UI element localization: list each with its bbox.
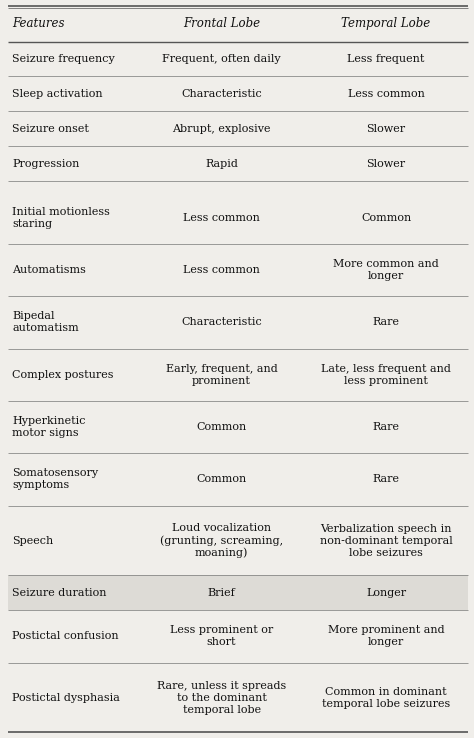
Text: Bipedal
automatism: Bipedal automatism bbox=[12, 311, 79, 334]
Text: Postictal dysphasia: Postictal dysphasia bbox=[12, 692, 120, 703]
Text: Speech: Speech bbox=[12, 536, 54, 545]
Text: Abrupt, explosive: Abrupt, explosive bbox=[173, 124, 271, 134]
Text: Common: Common bbox=[196, 422, 247, 432]
Text: Sleep activation: Sleep activation bbox=[12, 89, 103, 99]
Text: Rare: Rare bbox=[373, 317, 400, 328]
Text: Progression: Progression bbox=[12, 159, 80, 169]
Text: Verbalization speech in
non-dominant temporal
lobe seizures: Verbalization speech in non-dominant tem… bbox=[319, 523, 453, 557]
Text: Automatisms: Automatisms bbox=[12, 265, 86, 275]
Text: More common and
longer: More common and longer bbox=[333, 259, 439, 281]
Text: Seizure onset: Seizure onset bbox=[12, 124, 90, 134]
Text: Longer: Longer bbox=[366, 588, 406, 598]
Text: Early, frequent, and
prominent: Early, frequent, and prominent bbox=[166, 364, 277, 386]
Text: Brief: Brief bbox=[208, 588, 236, 598]
Bar bbox=[9, 576, 468, 610]
Text: Loud vocalization
(grunting, screaming,
moaning): Loud vocalization (grunting, screaming, … bbox=[160, 523, 283, 558]
Text: Common in dominant
temporal lobe seizures: Common in dominant temporal lobe seizure… bbox=[322, 686, 450, 708]
Text: Rare, unless it spreads
to the dominant
temporal lobe: Rare, unless it spreads to the dominant … bbox=[157, 680, 286, 714]
Text: Less common: Less common bbox=[183, 213, 260, 223]
Text: Temporal Lobe: Temporal Lobe bbox=[341, 17, 431, 30]
Text: Common: Common bbox=[361, 213, 411, 223]
Text: Frontal Lobe: Frontal Lobe bbox=[183, 17, 260, 30]
Text: Complex postures: Complex postures bbox=[12, 370, 114, 380]
Text: Rare: Rare bbox=[373, 475, 400, 484]
Text: Seizure frequency: Seizure frequency bbox=[12, 54, 115, 64]
Text: Initial motionless
staring: Initial motionless staring bbox=[12, 207, 110, 229]
Text: Slower: Slower bbox=[366, 124, 406, 134]
Text: Characteristic: Characteristic bbox=[181, 317, 262, 328]
Text: Characteristic: Characteristic bbox=[181, 89, 262, 99]
Text: Seizure duration: Seizure duration bbox=[12, 588, 107, 598]
Text: Frequent, often daily: Frequent, often daily bbox=[162, 54, 281, 64]
Text: Postictal confusion: Postictal confusion bbox=[12, 632, 119, 641]
Text: Less common: Less common bbox=[347, 89, 425, 99]
Text: Less common: Less common bbox=[183, 265, 260, 275]
Text: Common: Common bbox=[196, 475, 247, 484]
Text: Features: Features bbox=[12, 17, 65, 30]
Text: Slower: Slower bbox=[366, 159, 406, 169]
Text: Less frequent: Less frequent bbox=[347, 54, 425, 64]
Text: Somatosensory
symptoms: Somatosensory symptoms bbox=[12, 469, 99, 491]
Text: Less prominent or
short: Less prominent or short bbox=[170, 626, 273, 647]
Text: Rare: Rare bbox=[373, 422, 400, 432]
Text: Rapid: Rapid bbox=[205, 159, 238, 169]
Text: More prominent and
longer: More prominent and longer bbox=[328, 626, 445, 647]
Text: Hyperkinetic
motor signs: Hyperkinetic motor signs bbox=[12, 416, 86, 438]
Text: Late, less frequent and
less prominent: Late, less frequent and less prominent bbox=[321, 364, 451, 386]
